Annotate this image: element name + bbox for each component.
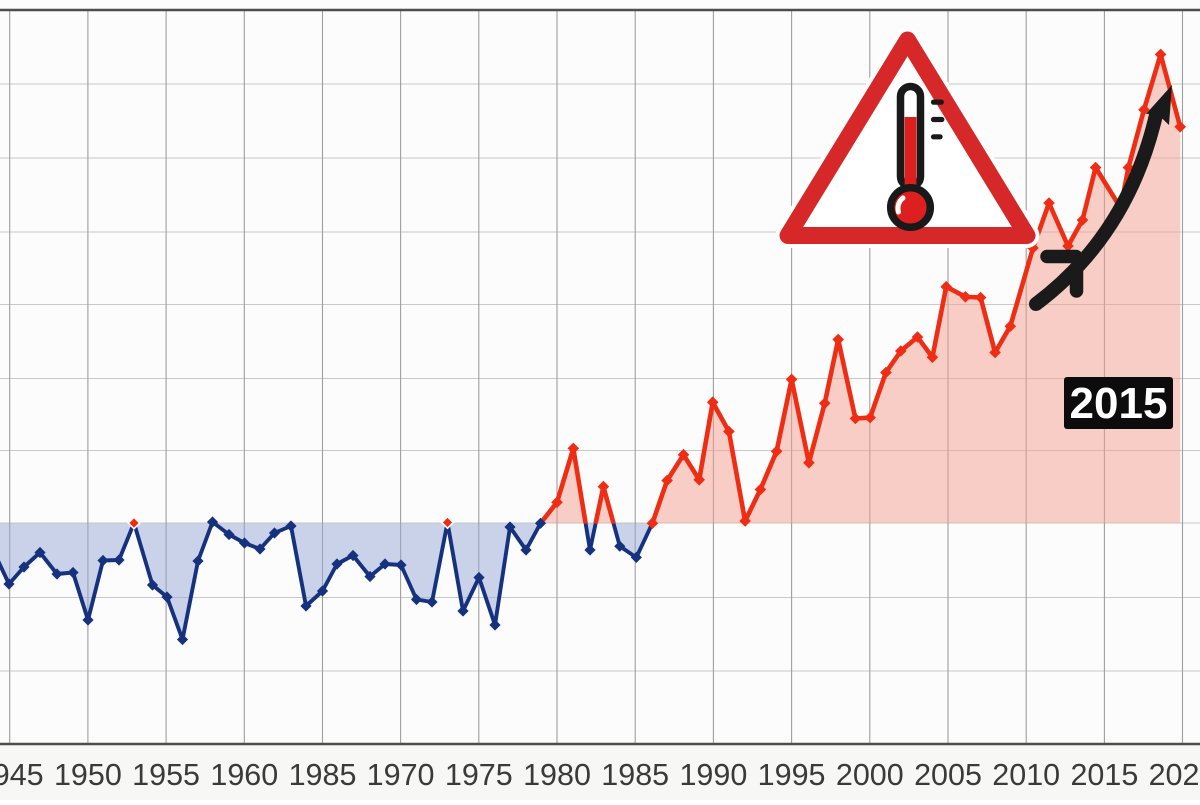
svg-text:1950: 1950 (54, 758, 122, 792)
svg-text:1970: 1970 (367, 758, 435, 792)
svg-text:2000: 2000 (836, 758, 904, 792)
svg-text:1960: 1960 (210, 758, 278, 792)
svg-text:2015: 2015 (1070, 379, 1168, 428)
svg-text:1985: 1985 (601, 758, 669, 792)
svg-text:1995: 1995 (758, 758, 826, 792)
svg-text:1955: 1955 (132, 758, 200, 792)
svg-text:2005: 2005 (914, 758, 982, 792)
svg-text:1945: 1945 (0, 758, 44, 792)
svg-text:1990: 1990 (679, 758, 747, 792)
svg-text:2020: 2020 (1149, 758, 1200, 792)
svg-text:2015: 2015 (1070, 758, 1138, 792)
svg-text:1985: 1985 (289, 758, 357, 792)
svg-text:1980: 1980 (523, 758, 591, 792)
svg-text:2010: 2010 (992, 758, 1060, 792)
svg-text:1975: 1975 (445, 758, 513, 792)
